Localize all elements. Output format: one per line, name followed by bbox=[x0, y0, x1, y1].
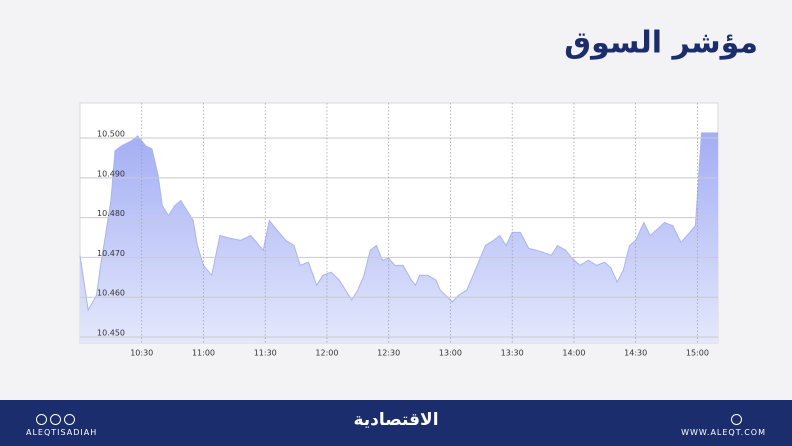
x-tick-label: 11:30 bbox=[254, 349, 277, 358]
social-handle: ALEQTISADIAH bbox=[26, 428, 98, 437]
x-tick-label: 13:00 bbox=[439, 349, 462, 358]
logo: الاقتصادية bbox=[353, 410, 439, 430]
area bbox=[80, 132, 718, 343]
x-tick-label: 14:30 bbox=[624, 349, 647, 358]
y-tick-label: 10.480 bbox=[97, 209, 125, 218]
y-tick-label: 10.460 bbox=[97, 289, 125, 298]
x-tick-label: 14:00 bbox=[562, 349, 585, 358]
x-tick-label: 11:00 bbox=[192, 349, 215, 358]
y-tick-label: 10.470 bbox=[97, 249, 125, 258]
x-tick-label: 10:30 bbox=[130, 349, 153, 358]
x-tick-label: 12:30 bbox=[377, 349, 400, 358]
y-tick-label: 10.450 bbox=[97, 329, 125, 338]
chart: مؤشر السوق 10.450 10.460 10.470 10.480 10.49… bbox=[79, 26, 758, 358]
x-tick-label: 12:00 bbox=[315, 349, 338, 358]
y-tick-label: 10.500 bbox=[97, 130, 125, 139]
y-tick-label: 10.490 bbox=[97, 169, 125, 178]
x-tick-label: 15:00 bbox=[686, 349, 709, 358]
website: WWW.ALEQT.COM bbox=[681, 428, 766, 437]
footer: ALEQTISADIAH الاقتصادية WWW.ALEQT.COM bbox=[0, 400, 792, 446]
web-icon bbox=[731, 414, 742, 425]
chart-title: مؤشر السوق bbox=[564, 26, 758, 61]
x-tick-label: 13:30 bbox=[501, 349, 524, 358]
social-icons bbox=[36, 414, 75, 425]
